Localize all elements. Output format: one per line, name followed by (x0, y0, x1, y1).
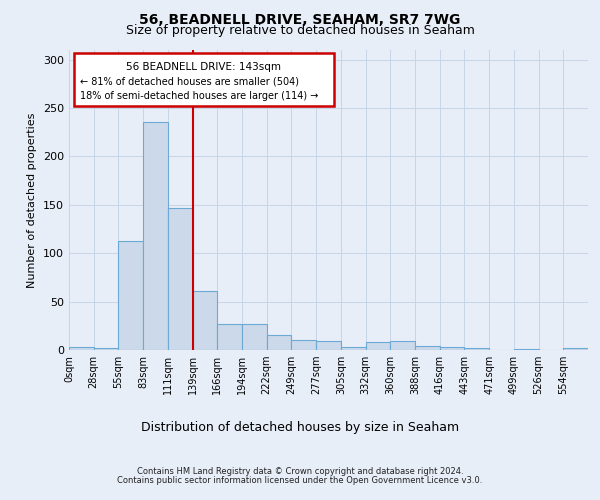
Bar (514, 349, 539, 350)
FancyBboxPatch shape (74, 53, 334, 106)
Text: Contains public sector information licensed under the Open Government Licence v3: Contains public sector information licen… (118, 476, 482, 485)
Bar (94, 348, 118, 350)
Bar (563, 348, 588, 350)
Bar (217, 324, 242, 350)
Bar (118, 240, 143, 350)
Bar (415, 346, 440, 350)
Bar (440, 347, 464, 350)
Text: 56 BEADNELL DRIVE: 143sqm: 56 BEADNELL DRIVE: 143sqm (127, 62, 281, 72)
Text: 56, BEADNELL DRIVE, SEAHAM, SR7 7WG: 56, BEADNELL DRIVE, SEAHAM, SR7 7WG (139, 12, 461, 26)
Text: ← 81% of detached houses are smaller (504): ← 81% of detached houses are smaller (50… (80, 76, 299, 86)
Text: Distribution of detached houses by size in Seaham: Distribution of detached houses by size … (141, 421, 459, 434)
Bar (242, 324, 267, 350)
Bar (390, 342, 415, 350)
Bar (267, 336, 292, 350)
Bar (365, 342, 390, 350)
Bar (292, 340, 316, 350)
Bar (69, 347, 94, 350)
Y-axis label: Number of detached properties: Number of detached properties (28, 112, 37, 288)
Bar (316, 342, 341, 350)
Text: Contains HM Land Registry data © Crown copyright and database right 2024.: Contains HM Land Registry data © Crown c… (137, 467, 463, 476)
Bar (464, 348, 489, 350)
Bar (168, 208, 193, 350)
Bar (193, 291, 217, 350)
Bar (341, 347, 365, 350)
Text: Size of property relative to detached houses in Seaham: Size of property relative to detached ho… (125, 24, 475, 37)
Bar (143, 122, 168, 350)
Text: 18% of semi-detached houses are larger (114) →: 18% of semi-detached houses are larger (… (80, 92, 319, 102)
